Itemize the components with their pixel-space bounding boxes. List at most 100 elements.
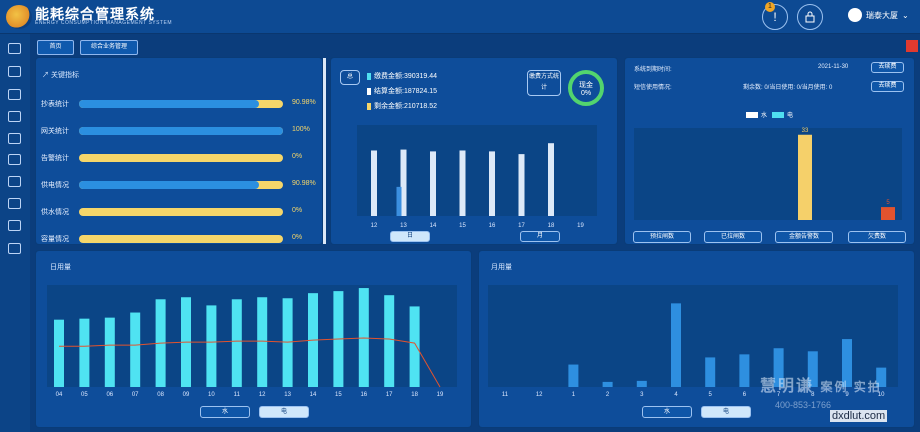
monthly-water-button[interactable]: 水 (642, 406, 692, 418)
kpi-progress-bar (79, 208, 283, 216)
daily-x-tick: 08 (157, 392, 164, 398)
fullscreen-button[interactable] (906, 40, 918, 52)
kpi-progress-bar (79, 181, 283, 189)
daily-bar (79, 318, 90, 387)
monthly-x-tick: 11 (502, 392, 509, 398)
kpi-label: 容量情况 (41, 236, 69, 243)
watermark-site: dxdlut.com (830, 410, 888, 422)
trend-icon: ↗ (42, 72, 49, 79)
kpi-progress-bar (79, 100, 283, 108)
monthly-plot-area (488, 285, 898, 387)
legend-water: 水 (746, 110, 767, 119)
monthly-bar (568, 364, 579, 387)
monthly-power-button[interactable]: 电 (701, 406, 751, 418)
app-logo (6, 5, 32, 29)
image-icon[interactable] (8, 66, 21, 77)
system-stat-button[interactable]: 预拉闸数 (633, 231, 691, 243)
daily-bar (130, 312, 141, 387)
system-bar (798, 134, 812, 220)
monthly-bar (807, 351, 818, 387)
payment-donut: 现金 0% (568, 70, 604, 106)
lock-icon[interactable] (797, 4, 823, 30)
kpi-progress-fill (79, 100, 260, 108)
watermark-phone: 400-853-1766 (775, 400, 832, 410)
gallery-icon[interactable] (8, 243, 21, 254)
monthly-x-tick: 12 (536, 392, 543, 398)
daily-bar (231, 299, 242, 387)
line-chart-icon[interactable] (8, 176, 21, 187)
daily-bar (282, 298, 293, 387)
sms-renew-button[interactable]: 去续费 (871, 81, 904, 92)
daily-bar (104, 317, 115, 387)
daily-water-button[interactable]: 水 (200, 406, 250, 418)
settled-bar (548, 143, 554, 216)
user-menu[interactable]: 瑞泰大厦 ⌄ (848, 8, 909, 22)
monthly-bar (773, 348, 784, 387)
settled-bar (430, 151, 436, 216)
kpi-label: 告警统计 (41, 155, 69, 162)
donut-value: 0% (581, 90, 591, 97)
total-tag[interactable]: 总 (340, 70, 360, 85)
chevron-down-icon: ⌄ (902, 10, 909, 20)
notification-badge: 1 (765, 2, 775, 12)
monthly-bar (636, 380, 647, 387)
kpi-progress-bar (79, 235, 283, 243)
watermark-brand: 慧明谦 案例 实拍 (760, 378, 882, 395)
daily-x-tick: 05 (81, 392, 88, 398)
system-stat-button[interactable]: 欠费数 (848, 231, 906, 243)
kpi-label: 抄表统计 (41, 101, 69, 108)
renew-button[interactable]: 去续费 (871, 62, 904, 73)
daily-chart: 04 05 06 07 08 09 10 11 12 13 14 15 16 17 18 19 (54, 288, 444, 398)
fees-x-tick: 17 (518, 223, 525, 229)
cart-icon[interactable] (8, 89, 21, 100)
system-stat-button[interactable]: 金额告警数 (775, 231, 833, 243)
scroll-divider[interactable] (323, 58, 326, 244)
settled-bar (371, 150, 377, 216)
monthly-x-tick: 10 (878, 392, 885, 398)
nav-home-button[interactable]: 首页 (37, 40, 74, 55)
app-subtitle: ENERGY CONSUMPTION MANAGEMENT SYSTEM (35, 20, 172, 26)
daily-bar (384, 295, 395, 387)
kpi-label: 供电情况 (41, 182, 69, 189)
message-icon[interactable] (8, 133, 21, 144)
legend-paid: 缴费金额:390319.44 (367, 71, 437, 81)
expire-label: 系统到期时间: (634, 67, 672, 73)
grid-icon[interactable] (8, 220, 21, 231)
kpi-value: 90.98% (292, 99, 316, 106)
download-icon[interactable] (8, 154, 21, 165)
kpi-progress-fill (79, 127, 283, 135)
alert-icon[interactable]: ! (762, 4, 788, 30)
month-button[interactable]: 月 (520, 231, 560, 242)
payment-method-tag[interactable]: 缴费方式统计 (527, 70, 561, 96)
list-icon[interactable] (8, 43, 21, 54)
monthly-chart: 11 12 1 2 3 4 5 6 7 8 9 10 (502, 303, 887, 398)
daily-x-tick: 16 (360, 392, 367, 398)
day-button[interactable]: 日 (390, 231, 430, 242)
daily-bar (206, 305, 217, 387)
fees-chart: 12 13 14 15 16 17 18 19 (371, 143, 584, 229)
fees-x-tick: 12 (371, 223, 378, 229)
donut-label: 现金 (579, 80, 593, 89)
system-bar-label: 33 (802, 128, 809, 134)
monthly-x-tick: 8 (811, 392, 815, 398)
daily-x-tick: 17 (386, 392, 393, 398)
kpi-label: 供水情况 (41, 209, 69, 216)
monitor-icon[interactable] (8, 111, 21, 122)
daily-power-button[interactable]: 电 (259, 406, 309, 418)
system-chart: 33 5 (798, 128, 895, 220)
kpi-progress-bar (79, 154, 283, 162)
legend-power: 电 (772, 110, 793, 119)
daily-trend-line (59, 337, 441, 388)
monthly-bar (842, 339, 852, 387)
kpi-value: 100% (292, 126, 310, 133)
system-stat-button[interactable]: 已拉闸数 (704, 231, 762, 243)
monthly-bar (671, 303, 681, 387)
legend-remaining: 剩余金额:210718.52 (367, 101, 437, 111)
report-icon[interactable] (8, 198, 21, 209)
kpi-value: 90.98% (292, 180, 316, 187)
nav-current-button[interactable]: 综合业务管理 (80, 40, 138, 55)
monthly-title: 月用量 (491, 264, 512, 271)
fees-x-tick: 16 (489, 223, 496, 229)
fees-x-tick: 14 (430, 223, 437, 229)
daily-bar (257, 297, 268, 387)
